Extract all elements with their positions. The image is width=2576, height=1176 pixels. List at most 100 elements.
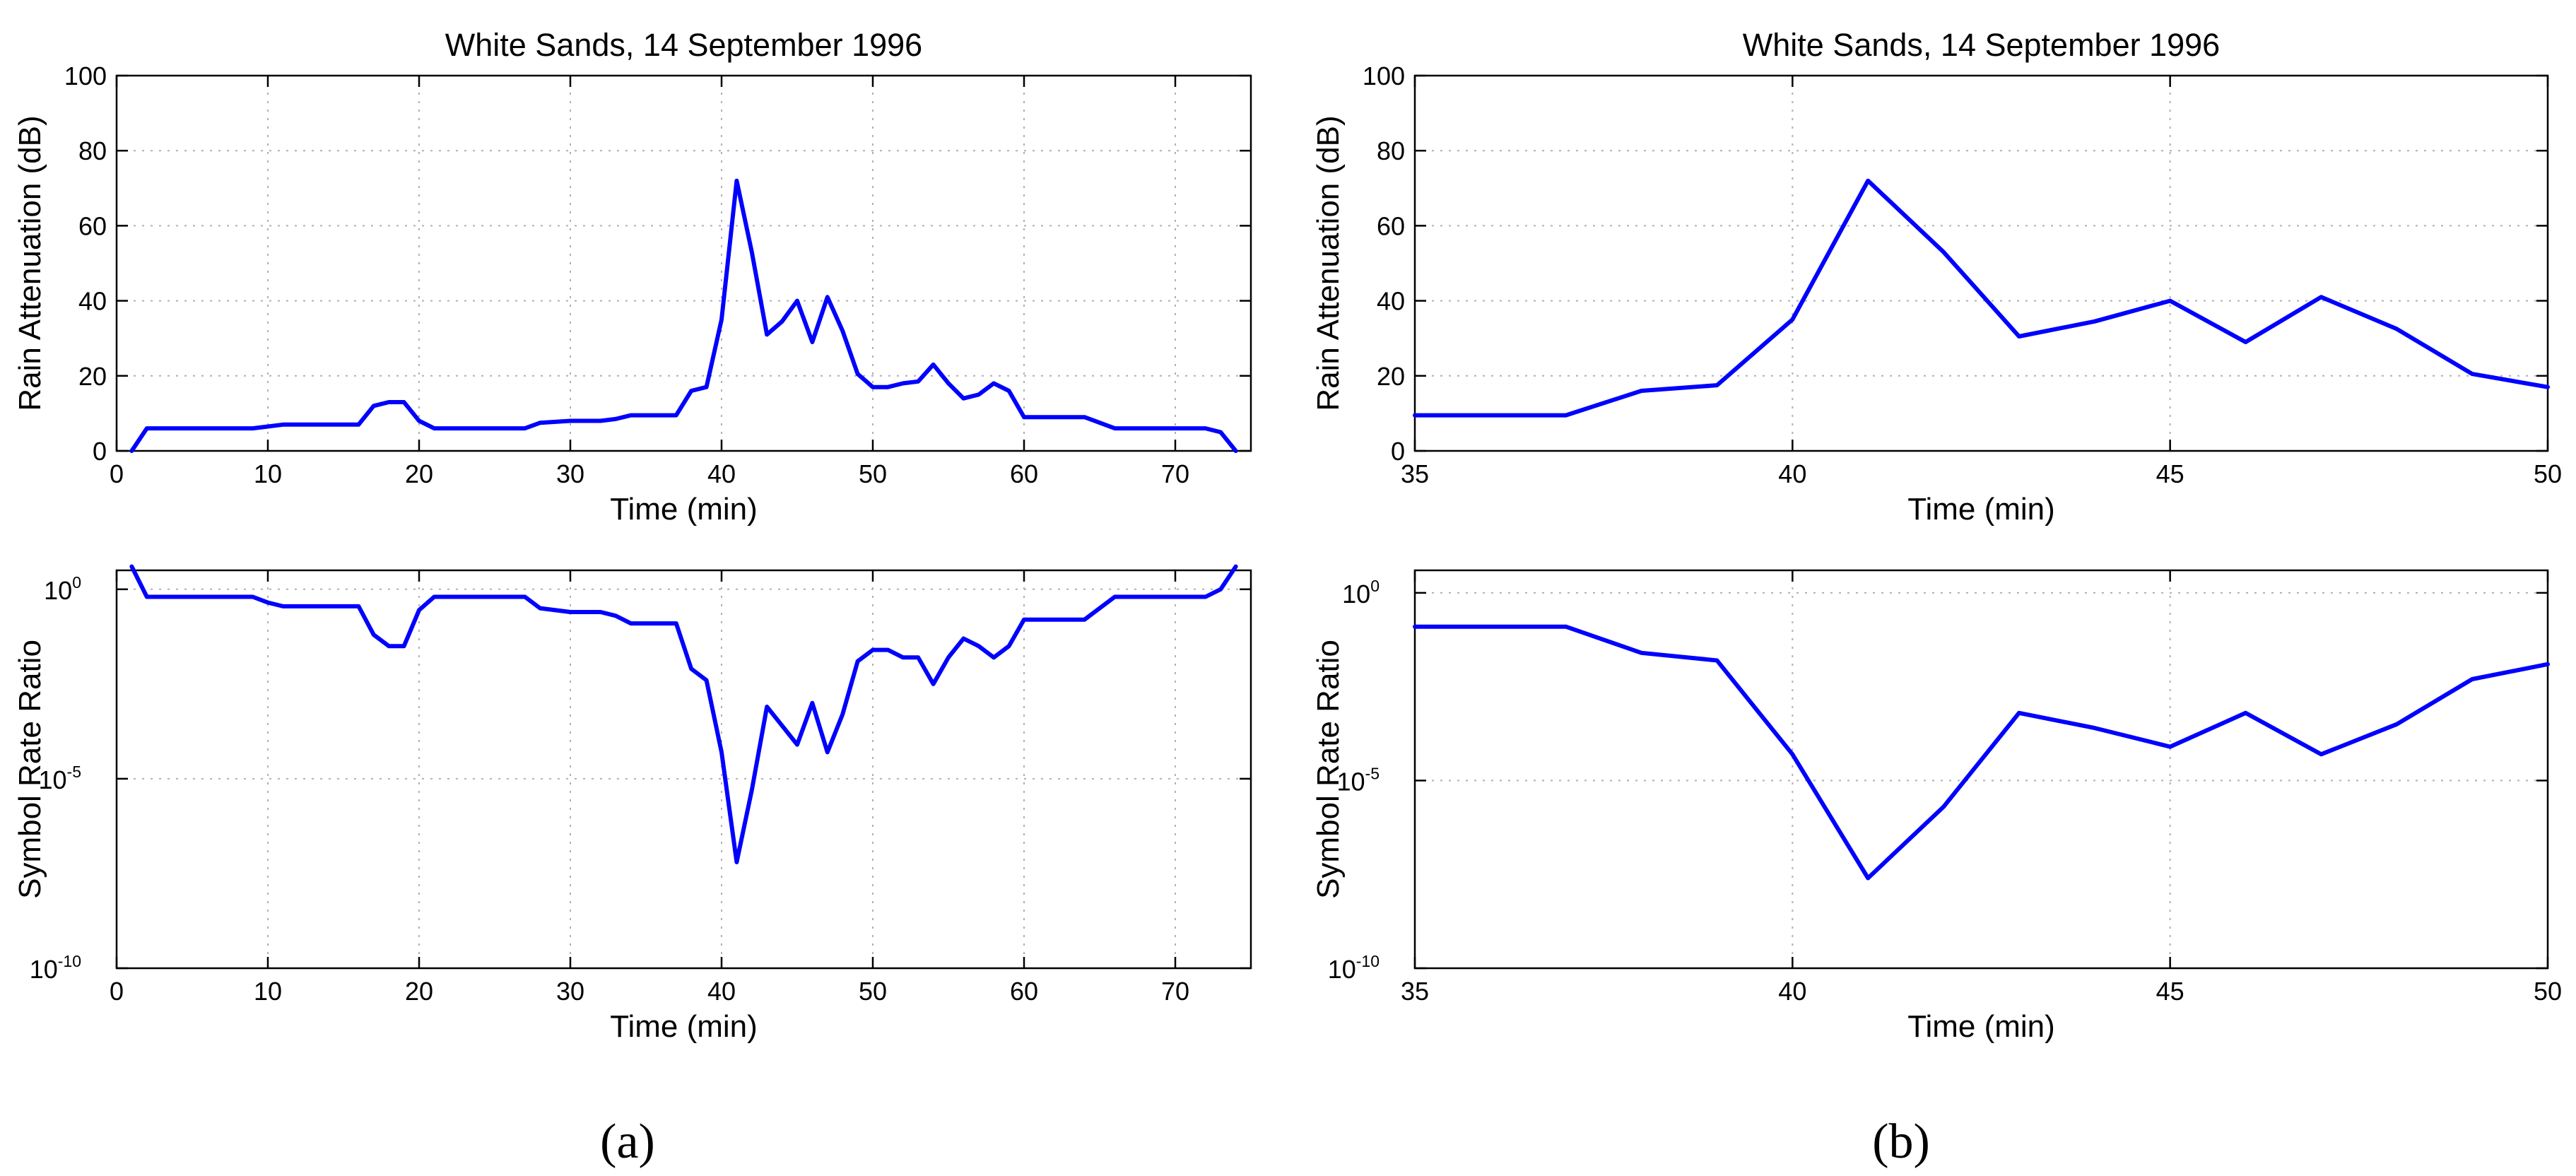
data-point: [129, 449, 134, 453]
y-tick-exponent: -10: [1356, 952, 1380, 970]
data-point: [1488, 413, 1493, 418]
x-tick-label: 70: [1161, 977, 1189, 1006]
data-point: [538, 606, 542, 611]
data-point: [992, 655, 996, 659]
data-point: [523, 595, 527, 599]
data-point: [734, 860, 739, 864]
x-axis-label: Time (min): [610, 1009, 758, 1044]
data-point: [145, 595, 149, 599]
data-point: [977, 644, 981, 648]
data-point: [961, 396, 965, 401]
x-tick-label: 30: [556, 977, 584, 1006]
data-point: [1941, 250, 1946, 254]
x-tick-label: 30: [556, 459, 584, 488]
y-tick-label: 80: [78, 136, 107, 165]
plot-frame: [1413, 569, 2549, 970]
x-tick-label: 45: [2156, 977, 2184, 1006]
data-point: [2244, 340, 2248, 344]
data-point: [629, 413, 633, 418]
data-point: [1941, 805, 1946, 809]
data-point: [1218, 430, 1223, 434]
data-point: [901, 655, 905, 659]
data-point: [387, 400, 391, 404]
panel-label-b: (b): [1872, 1115, 1930, 1169]
data-point: [795, 299, 799, 303]
x-tick-label: 10: [254, 977, 282, 1006]
panel-label-a: (a): [600, 1115, 655, 1169]
x-tick-label: 0: [110, 459, 124, 488]
data-point: [2546, 662, 2550, 666]
x-tick-label: 40: [707, 459, 736, 488]
x-axis-label: Time (min): [1907, 492, 2055, 527]
data-point: [856, 659, 860, 664]
data-point: [2470, 372, 2474, 376]
data-point: [402, 644, 406, 648]
data-point: [1715, 383, 1719, 387]
data-point: [840, 712, 845, 717]
data-point: [871, 385, 875, 389]
data-point: [281, 423, 285, 427]
data-point: [2319, 752, 2323, 756]
data-point: [1640, 389, 1644, 393]
x-tick-label: 50: [859, 459, 887, 488]
data-point: [1413, 413, 1417, 418]
data-point: [1715, 658, 1719, 662]
data-point: [266, 601, 270, 605]
data-point: [719, 750, 724, 754]
x-tick-label: 40: [1778, 977, 1806, 1006]
y-tick-label: 0: [93, 437, 107, 466]
y-tick-label: 80: [1377, 136, 1405, 165]
data-point: [734, 179, 739, 183]
data-point: [810, 701, 814, 705]
data-point: [629, 621, 633, 625]
data-point: [689, 666, 693, 671]
y-tick-label: 10-10: [30, 952, 81, 984]
chart-a-rain-attenuation: 0 10 20 30 40 50 60 70 0 20 40 60 80 100 White Sands, …: [13, 27, 1252, 527]
y-axis-label: Rain Attenuation (dB): [13, 115, 47, 411]
data-point: [992, 381, 996, 385]
series-line: [129, 564, 1238, 864]
data-point: [1022, 618, 1026, 622]
data-point: [281, 604, 285, 608]
data-point: [2093, 319, 2097, 324]
data-point: [780, 319, 784, 324]
data-point: [1204, 595, 1208, 599]
data-point: [1413, 625, 1417, 629]
x-tick-label: 60: [1010, 459, 1038, 488]
data-point: [613, 613, 618, 618]
y-tick-label: 100: [64, 61, 107, 90]
x-tick-label: 50: [2534, 459, 2562, 488]
chart-b-rain-attenuation: 35 40 45 50 0 20 40 60 80 100 White Sands, 14 Sept…: [1311, 27, 2562, 527]
x-tick-label: 60: [1010, 977, 1038, 1006]
data-point: [765, 332, 769, 336]
data-point: [1866, 179, 1870, 183]
data-point: [1083, 618, 1087, 622]
series-line: [1413, 624, 2550, 881]
data-point: [961, 637, 965, 641]
data-point: [1052, 415, 1057, 419]
data-point: [356, 604, 360, 608]
data-point: [901, 381, 905, 385]
data-point: [1790, 752, 1794, 756]
y-axis-label: Rain Attenuation (dB): [1311, 115, 1346, 411]
data-point: [780, 724, 784, 728]
data-point: [886, 648, 890, 652]
data-point: [1173, 595, 1177, 599]
data-point: [251, 595, 255, 599]
y-tick-label: 40: [1377, 287, 1405, 316]
plot-frame: [115, 74, 1252, 452]
data-point: [705, 678, 709, 682]
data-point: [916, 655, 920, 659]
data-point: [432, 595, 436, 599]
data-point: [674, 413, 678, 418]
data-point: [327, 423, 331, 427]
x-tick-label: 35: [1401, 977, 1429, 1006]
x-tick-label: 50: [2534, 977, 2562, 1006]
x-axis-label: Time (min): [1907, 1009, 2055, 1044]
data-point: [931, 682, 936, 686]
data-point: [1218, 587, 1223, 592]
data-point: [2394, 327, 2399, 331]
data-point: [795, 743, 799, 747]
data-point: [1052, 618, 1057, 622]
data-point: [387, 644, 391, 648]
